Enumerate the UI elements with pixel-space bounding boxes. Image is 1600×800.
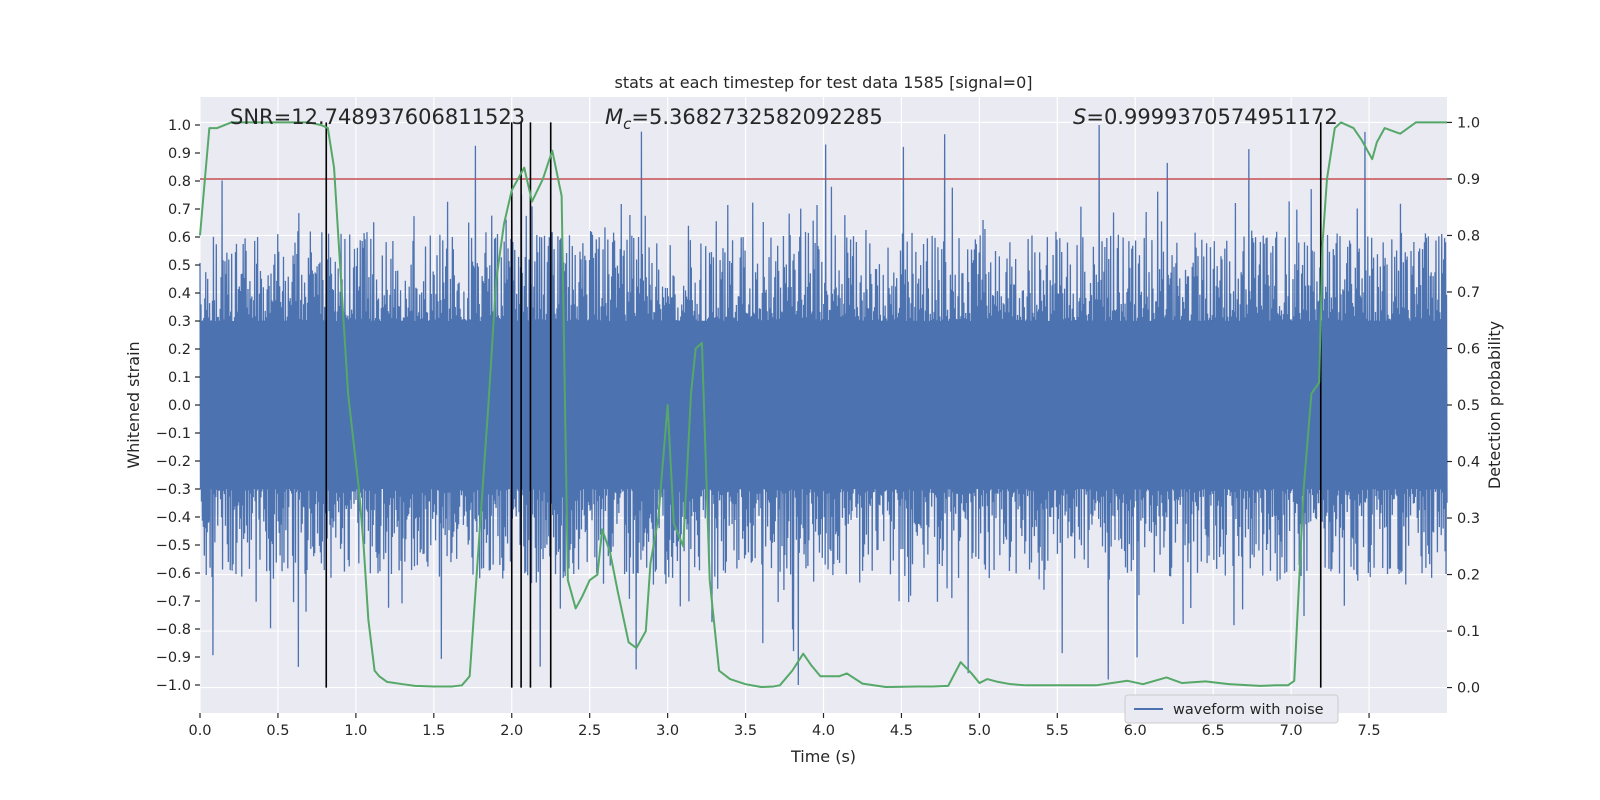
y-tick-label: −0.9 [156,650,191,666]
x-tick-label: 4.0 [812,723,835,739]
snr-annotation: SNR=12.748937606811523 [230,105,525,129]
y-tick-label: 0.3 [168,314,191,330]
y-tick-label: 0.4 [168,286,191,302]
y2-tick-label: 0.2 [1457,568,1480,584]
y2-tick-label: 0.7 [1457,285,1480,301]
x-tick-label: 3.5 [734,723,757,739]
y-tick-label: 1.0 [168,118,191,134]
mc-subscript: c [623,115,632,133]
y2-tick-label: 0.5 [1457,398,1480,414]
x-tick-label: 0.0 [188,723,211,739]
y2-axis-label: Detection probability [1485,321,1504,489]
x-tick-label: 7.5 [1358,723,1381,739]
y-tick-label: −0.5 [156,538,191,554]
y-tick-label: −0.1 [156,426,191,442]
y2-tick-label: 0.6 [1457,341,1480,357]
y-tick-label: 0.0 [168,398,191,414]
y-tick-label: 0.8 [168,174,191,190]
y2-tick-label: 1.0 [1457,115,1480,131]
y2-tick-label: 0.4 [1457,455,1480,471]
x-tick-label: 4.5 [890,723,913,739]
waveform-series [199,124,1448,686]
y-tick-label: 0.1 [168,370,191,386]
y2-tick-label: 0.8 [1457,228,1480,244]
s-annotation: S=0.9999370574951172 [1073,105,1338,129]
y-tick-label: −0.8 [156,622,191,638]
detection-probability-series [199,121,1447,688]
x-tick-label: 2.0 [500,723,523,739]
y2-tick-label: 0.1 [1457,624,1480,640]
legend-label: waveform with noise [1173,702,1324,718]
s-value: =0.9999370574951172 [1086,105,1337,129]
tick-labels: 0.0 0.5 1.0 1.5 2.0 2.5 3.0 3.5 4.0 4.5 5.0 5.5 6.0 6… [156,115,1480,739]
y2-tick-label: 0.3 [1457,511,1480,527]
x-tick-label: 1.5 [422,723,445,739]
y-tick-label: −0.3 [156,482,191,498]
y-tick-label: 0.9 [168,146,191,162]
mc-symbol: M [605,105,623,129]
x-tick-label: 6.0 [1124,723,1147,739]
ticks [195,121,1452,718]
y-tick-label: −1.0 [156,678,191,694]
y2-tick-label: 0.0 [1457,681,1480,697]
chirp-mass-annotation: Mc=5.3682732582092285 [605,105,883,133]
y-tick-label: −0.4 [156,510,191,526]
y-axis-label: Whitened strain [124,341,143,468]
x-tick-label: 5.0 [968,723,991,739]
s-symbol: S [1073,105,1086,129]
mc-value: =5.3682732582092285 [631,105,882,129]
legend-box [1124,694,1339,724]
y-tick-label: −0.2 [156,454,191,470]
x-axis-label: Time (s) [790,747,856,766]
x-tick-label: 0.5 [266,723,289,739]
y-tick-label: −0.6 [156,566,191,582]
y-tick-label: 0.7 [168,202,191,218]
x-tick-label: 7.0 [1280,723,1303,739]
x-tick-label: 5.5 [1046,723,1069,739]
legend: waveform with noise [1124,694,1339,724]
y-tick-label: 0.6 [168,230,191,246]
chart-title: stats at each timestep for test data 158… [614,73,1032,92]
y-tick-label: 0.2 [168,342,191,358]
y2-tick-label: 0.9 [1457,172,1480,188]
y-tick-label: 0.5 [168,258,191,274]
x-tick-label: 2.5 [578,723,601,739]
event-markers [325,122,1322,688]
x-tick-label: 3.0 [656,723,679,739]
x-tick-label: 1.0 [344,723,367,739]
y-tick-label: −0.7 [156,594,191,610]
x-tick-label: 6.5 [1202,723,1225,739]
